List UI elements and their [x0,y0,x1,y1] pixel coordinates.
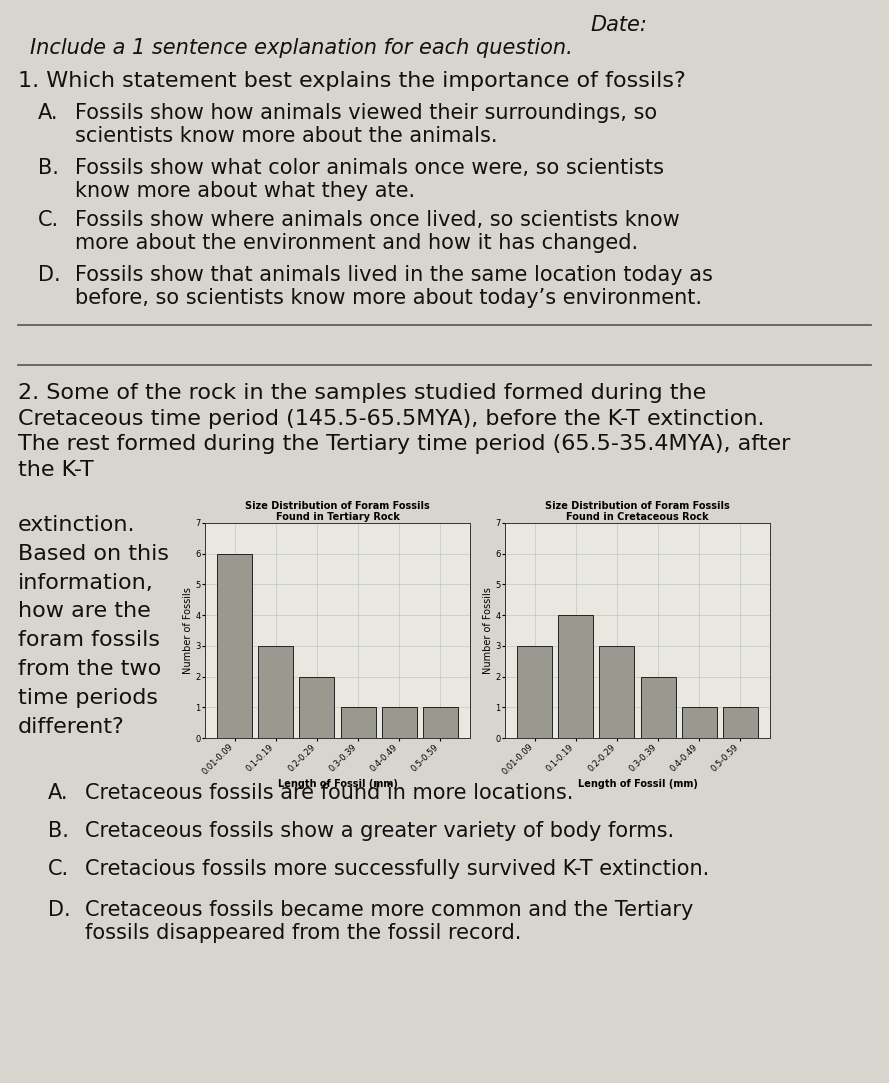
Y-axis label: Number of Fossils: Number of Fossils [182,587,193,674]
Bar [217,553,252,738]
Text: Cretaceous fossils show a greater variety of body forms.: Cretaceous fossils show a greater variet… [85,821,674,841]
Bar [423,707,458,738]
Text: B.: B. [38,158,59,178]
Text: extinction.
Based on this
information,
how are the
foram fossils
from the two
ti: extinction. Based on this information, h… [18,516,169,736]
Text: C.: C. [38,210,60,230]
Bar [381,707,417,738]
Bar [641,677,676,738]
Bar [258,645,293,738]
Bar [558,615,593,738]
Bar [682,707,717,738]
Text: D.: D. [38,265,60,285]
Text: Fossils show where animals once lived, so scientists know
more about the environ: Fossils show where animals once lived, s… [75,210,680,253]
Text: C.: C. [48,859,69,879]
Bar [723,707,758,738]
Text: A.: A. [38,103,59,123]
Text: 1. Which statement best explains the importance of fossils?: 1. Which statement best explains the imp… [18,71,685,91]
Bar [340,707,375,738]
Bar [599,645,635,738]
Text: Fossils show that animals lived in the same location today as
before, so scienti: Fossils show that animals lived in the s… [75,265,713,309]
Text: 2. Some of the rock in the samples studied formed during the
Cretaceous time per: 2. Some of the rock in the samples studi… [18,383,790,480]
Text: Fossils show how animals viewed their surroundings, so
scientists know more abou: Fossils show how animals viewed their su… [75,103,657,146]
Text: D.: D. [48,900,70,919]
X-axis label: Length of Fossil (mm): Length of Fossil (mm) [277,780,397,790]
Bar [300,677,334,738]
Title: Size Distribution of Foram Fossils
Found in Tertiary Rock: Size Distribution of Foram Fossils Found… [245,500,430,522]
Text: B.: B. [48,821,68,841]
Text: Cretaceous fossils became more common and the Tertiary
fossils disappeared from : Cretaceous fossils became more common an… [85,900,693,943]
Bar [517,645,552,738]
Text: Include a 1 sentence explanation for each question.: Include a 1 sentence explanation for eac… [30,38,573,58]
Text: Date:: Date: [590,15,647,35]
Text: A.: A. [48,783,68,803]
X-axis label: Length of Fossil (mm): Length of Fossil (mm) [578,780,698,790]
Text: Fossils show what color animals once were, so scientists
know more about what th: Fossils show what color animals once wer… [75,158,664,201]
Title: Size Distribution of Foram Fossils
Found in Cretaceous Rock: Size Distribution of Foram Fossils Found… [545,500,730,522]
Text: Cretacious fossils more successfully survived K-T extinction.: Cretacious fossils more successfully sur… [85,859,709,879]
Y-axis label: Number of Fossils: Number of Fossils [483,587,493,674]
Text: Cretaceous fossils are found in more locations.: Cretaceous fossils are found in more loc… [85,783,573,803]
